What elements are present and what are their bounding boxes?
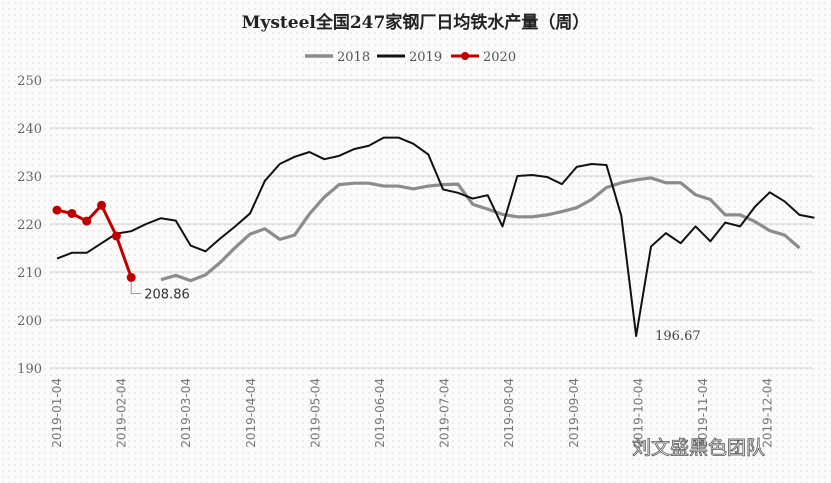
legend-label-2019: 2019 [409, 50, 442, 65]
y-tick-label: 210 [17, 266, 42, 281]
data-point-2020 [52, 205, 62, 215]
x-tick-label: 2019-08-04 [502, 378, 516, 448]
x-tick-label: 2019-03-04 [179, 378, 193, 448]
data-point-2020 [67, 208, 77, 218]
data-point-2020 [126, 272, 136, 282]
y-tick-label: 240 [17, 122, 42, 137]
legend-label-2018: 2018 [337, 50, 370, 65]
x-tick-label: 2019-05-04 [308, 378, 322, 448]
annotation-2020-last: 208.86 [144, 287, 190, 302]
x-tick-label: 2019-12-04 [761, 378, 775, 448]
data-point-2020 [97, 200, 107, 210]
data-point-2020 [111, 231, 121, 241]
x-tick-label: 2019-11-04 [696, 378, 710, 448]
y-tick-label: 190 [17, 362, 42, 377]
x-tick-label: 2019-07-04 [438, 378, 452, 448]
data-point-2020 [82, 216, 92, 226]
x-tick-label: 2019-01-04 [50, 378, 64, 448]
legend-label-2020: 2020 [483, 50, 516, 65]
series-line-2018 [160, 176, 801, 283]
y-tick-label: 230 [17, 170, 42, 185]
y-tick-label: 220 [17, 218, 42, 233]
annotation-2019-min: 196.67 [655, 329, 701, 344]
y-tick-label: 250 [17, 74, 42, 89]
series-line-2020 [56, 203, 133, 278]
x-tick-label: 2019-10-04 [631, 378, 645, 448]
annotation-leader [130, 281, 142, 294]
watermark: 刘文盛黑色团队 [632, 437, 766, 460]
series-line-2019 [56, 136, 815, 337]
y-tick-label: 200 [17, 314, 42, 329]
x-tick-label: 2019-02-04 [115, 378, 129, 448]
x-tick-label: 2019-09-04 [567, 378, 581, 448]
legend-marker-2020 [461, 52, 469, 60]
x-tick-label: 2019-06-04 [373, 378, 387, 448]
x-tick-label: 2019-04-04 [244, 378, 258, 448]
chart-title: Mysteel全国247家钢厂日均铁水产量（周） [241, 13, 590, 33]
